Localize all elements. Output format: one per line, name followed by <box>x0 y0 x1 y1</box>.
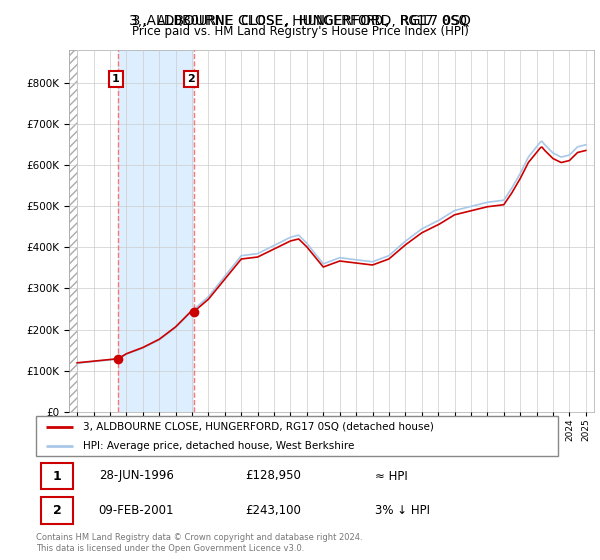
Text: 3, ALDBOURNE CLOSE, HUNGERFORD, RG17 0SQ: 3, ALDBOURNE CLOSE, HUNGERFORD, RG17 0SQ <box>133 14 467 28</box>
FancyBboxPatch shape <box>41 463 73 489</box>
Text: £243,100: £243,100 <box>245 504 301 517</box>
Text: Price paid vs. HM Land Registry's House Price Index (HPI): Price paid vs. HM Land Registry's House … <box>131 25 469 38</box>
Text: 3, ALDBOURNE CLOSE, HUNGERFORD, RG17 0SQ (detached house): 3, ALDBOURNE CLOSE, HUNGERFORD, RG17 0SQ… <box>83 422 434 432</box>
Text: £128,950: £128,950 <box>245 469 301 483</box>
Text: 28-JUN-1996: 28-JUN-1996 <box>98 469 173 483</box>
Bar <box>69 50 77 412</box>
Bar <box>118 50 194 412</box>
Text: 1: 1 <box>112 74 119 84</box>
Text: 3% ↓ HPI: 3% ↓ HPI <box>376 504 430 517</box>
FancyBboxPatch shape <box>41 497 73 524</box>
Text: HPI: Average price, detached house, West Berkshire: HPI: Average price, detached house, West… <box>83 441 355 450</box>
Text: 2: 2 <box>53 504 61 517</box>
Text: ≈ HPI: ≈ HPI <box>376 469 408 483</box>
Text: 1: 1 <box>53 469 61 483</box>
Text: 3, ALDBOURNE CLOSE, HUNGERFORD, RG17 0SQ: 3, ALDBOURNE CLOSE, HUNGERFORD, RG17 0SQ <box>129 14 471 28</box>
Text: Contains HM Land Registry data © Crown copyright and database right 2024.
This d: Contains HM Land Registry data © Crown c… <box>36 533 362 553</box>
Text: 2: 2 <box>187 74 195 84</box>
Text: 09-FEB-2001: 09-FEB-2001 <box>98 504 174 517</box>
